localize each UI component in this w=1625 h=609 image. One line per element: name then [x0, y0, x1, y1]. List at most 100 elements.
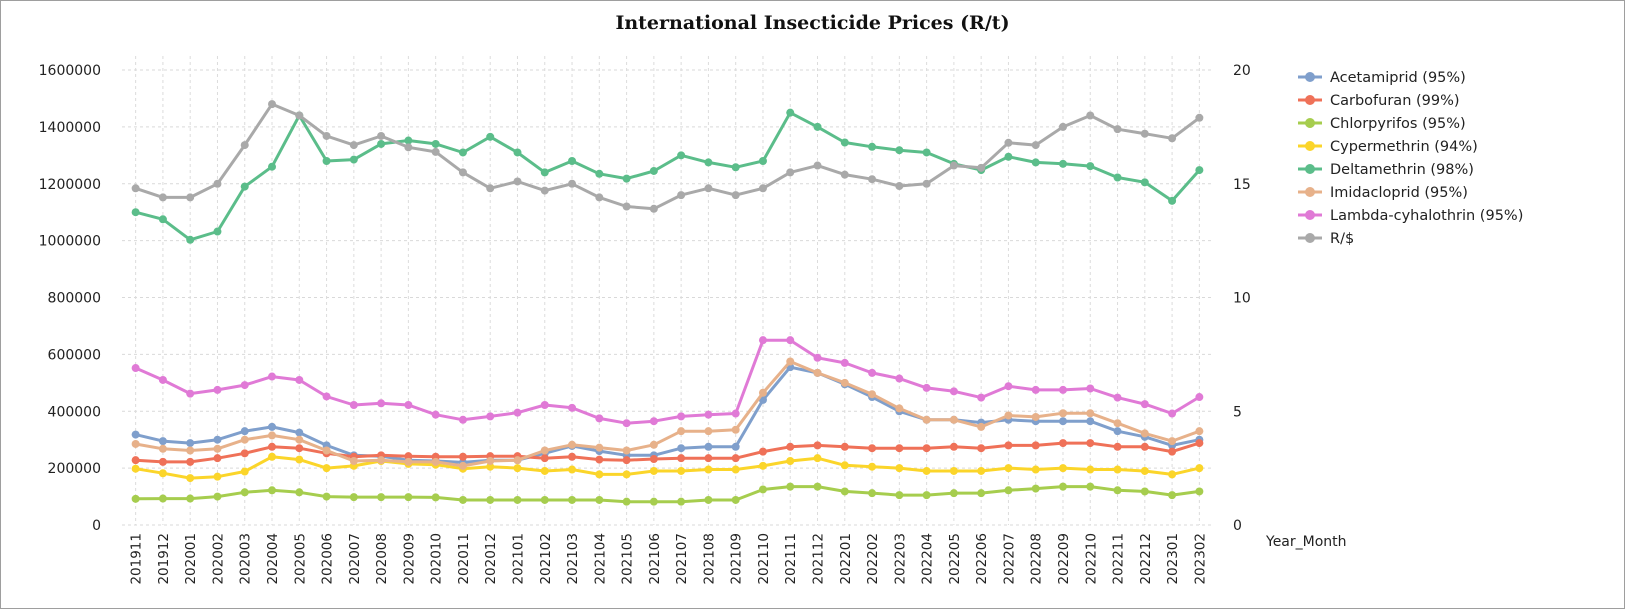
data-point [922, 491, 931, 500]
data-point [1140, 442, 1149, 451]
data-point [677, 412, 686, 421]
data-point [404, 452, 413, 461]
data-point [595, 193, 604, 202]
data-point [677, 151, 686, 160]
data-point [786, 457, 795, 466]
y-tick-label: 1000000 [39, 234, 101, 250]
data-point [1195, 427, 1204, 436]
y-tick-label: 400000 [48, 404, 101, 420]
data-point [1113, 486, 1122, 495]
data-point [704, 495, 713, 504]
data-point [1140, 429, 1149, 438]
data-point [1086, 439, 1095, 448]
data-point [568, 440, 577, 449]
data-point [131, 456, 140, 465]
data-point [895, 182, 904, 191]
data-point [1058, 417, 1067, 426]
series-line [134, 485, 1201, 504]
y2-tick-label: 20 [1233, 63, 1251, 79]
data-point [895, 374, 904, 383]
legend-swatch-marker [1305, 141, 1315, 151]
data-point [486, 412, 495, 421]
x-tick-label: 202301 [1165, 533, 1181, 585]
data-point [268, 372, 277, 381]
x-tick-label: 202105 [620, 533, 636, 585]
data-point [840, 442, 849, 451]
data-point [240, 488, 249, 497]
data-point [458, 148, 467, 157]
x-tick-label: 202007 [347, 533, 363, 585]
data-point [322, 131, 331, 140]
data-point [1086, 162, 1095, 171]
data-point [622, 202, 631, 211]
legend-item: Chlorpyrifos (95%) [1298, 116, 1466, 132]
data-point [322, 464, 331, 473]
data-point [813, 482, 822, 491]
data-point [322, 446, 331, 455]
data-point [731, 425, 740, 434]
data-point [213, 435, 222, 444]
data-point [540, 400, 549, 409]
x-tick-label: 202005 [292, 533, 308, 585]
data-point [622, 174, 631, 183]
legend-item: Deltamethrin (98%) [1298, 162, 1474, 178]
series-line [134, 111, 1201, 242]
data-point [677, 497, 686, 506]
data-point [486, 495, 495, 504]
data-point [595, 495, 604, 504]
data-point [813, 441, 822, 450]
data-point [758, 461, 767, 470]
data-point [513, 177, 522, 186]
data-point [922, 466, 931, 475]
data-point [922, 179, 931, 188]
x-tick-label: 202106 [647, 533, 663, 585]
data-point [868, 444, 877, 453]
x-tick-label: 202012 [483, 533, 499, 585]
x-tick-label: 202011 [456, 533, 472, 585]
legend-swatch-marker [1305, 95, 1315, 105]
legend-item: Acetamiprid (95%) [1298, 70, 1466, 86]
y2-tick-label: 0 [1233, 518, 1242, 534]
legend-label: Cypermethrin (94%) [1330, 139, 1478, 155]
data-point [458, 461, 467, 470]
legend-label: Lambda-cyhalothrin (95%) [1330, 208, 1523, 224]
data-point [895, 146, 904, 155]
data-point [1168, 470, 1177, 479]
data-point [486, 132, 495, 141]
y-tick-label: 1600000 [39, 63, 101, 79]
data-point [158, 457, 167, 466]
data-point [649, 497, 658, 506]
legend-item: Cypermethrin (94%) [1298, 139, 1478, 155]
data-point [677, 444, 686, 453]
data-point [677, 466, 686, 475]
y-tick-label: 0 [92, 518, 101, 534]
data-point [404, 400, 413, 409]
data-point [568, 452, 577, 461]
x-tick-label: 202202 [865, 533, 881, 585]
data-point [1086, 417, 1095, 426]
data-point [1113, 173, 1122, 182]
x-tick-label: 202107 [674, 533, 690, 585]
data-point [922, 148, 931, 157]
data-point [295, 111, 304, 120]
x-tick-label: 202103 [565, 533, 581, 585]
x-tick-label: 202210 [1083, 533, 1099, 585]
data-point [1004, 152, 1013, 161]
data-point [1031, 158, 1040, 167]
data-point [1140, 487, 1149, 496]
series-line [134, 455, 1201, 480]
data-point [158, 215, 167, 224]
data-point [1113, 393, 1122, 402]
data-point [186, 389, 195, 398]
data-point [377, 456, 386, 465]
data-point [758, 157, 767, 165]
data-point [1195, 113, 1204, 122]
data-point [786, 482, 795, 491]
data-point [1058, 482, 1067, 491]
data-point [1004, 486, 1013, 495]
data-point [322, 392, 331, 401]
x-tick-label: 202204 [920, 533, 936, 585]
series-r [131, 100, 1204, 213]
legend-label: Imidacloprid (95%) [1330, 185, 1468, 201]
